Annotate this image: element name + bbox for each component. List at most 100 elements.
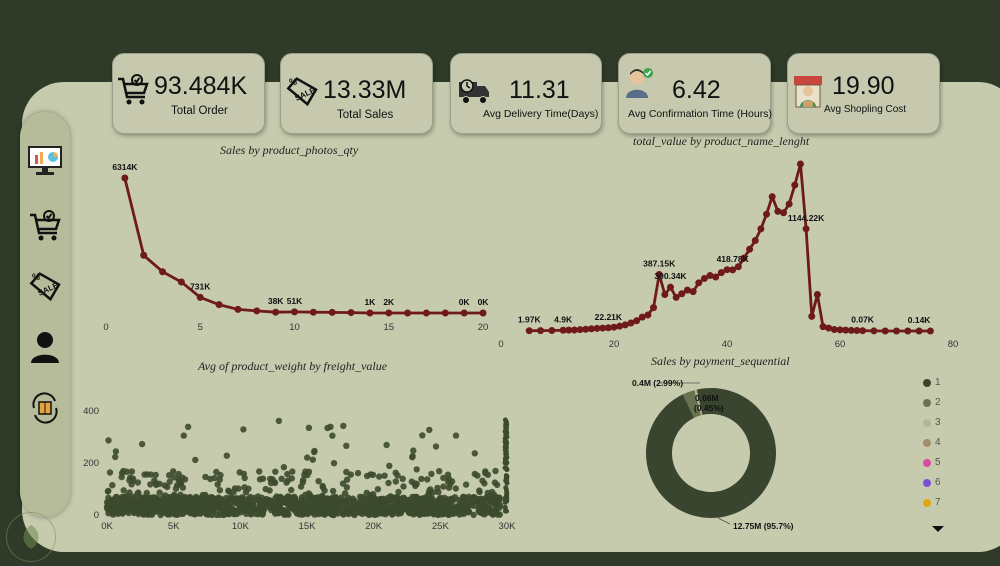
scatter-point <box>129 493 137 500</box>
data-point <box>291 308 298 316</box>
scatter-point <box>240 426 247 433</box>
scatter-point <box>385 504 392 511</box>
legend-swatch <box>923 438 931 447</box>
legend-item[interactable]: 4 <box>923 437 941 448</box>
weight-freight-scatter[interactable]: 0 200 400 0K 5K 10K 15K 20K 25K 30K <box>83 406 516 532</box>
data-point <box>757 225 765 233</box>
legend-scroll-down-icon[interactable] <box>931 525 945 533</box>
scatter-point <box>309 503 316 510</box>
data-point <box>904 327 912 335</box>
scatter-point <box>373 509 381 516</box>
data-point <box>272 308 280 316</box>
scatter-point <box>370 494 377 502</box>
data-point <box>740 254 748 262</box>
data-point <box>570 326 578 334</box>
photos-line-chart[interactable]: 6314K 731K 38K 51K 1K 2K 0K 0K 0 5 10 15 20 <box>103 162 489 333</box>
legend-item[interactable]: 1 <box>923 377 941 388</box>
data-point <box>672 293 680 301</box>
scatter-point <box>114 510 122 518</box>
scatter-point <box>170 468 177 475</box>
data-point <box>460 309 468 317</box>
legend-item[interactable]: 2 <box>923 397 941 408</box>
slice-label: 12.75M (95.7%) <box>733 521 794 531</box>
scatter-point <box>255 497 262 504</box>
data-point <box>706 272 714 280</box>
data-point <box>548 326 556 334</box>
scatter-point <box>297 483 305 490</box>
scatter-point <box>426 494 433 502</box>
legend-item[interactable]: 3 <box>923 417 941 428</box>
scatter-point <box>419 497 426 505</box>
scatter-point <box>435 488 442 496</box>
data-point <box>667 283 674 291</box>
name-length-line-chart[interactable]: 1.97K 4.9K 22.21K 387.15K 300.34K 418.78K 1144… <box>498 160 958 351</box>
y-tick-label: 200 <box>83 458 99 469</box>
data-point <box>479 309 487 317</box>
payment-donut-chart[interactable]: 0.4M (2.99%) 0.06M(0.45%) 12.75M (95.7%) <box>632 378 794 531</box>
scatter-point <box>426 426 433 434</box>
data-point <box>791 181 799 189</box>
scatter-point <box>215 494 222 501</box>
scatter-point <box>391 508 398 516</box>
scatter-point <box>491 499 498 506</box>
dashboard-panel <box>22 82 1000 552</box>
data-label: 4.9K <box>554 314 573 324</box>
data-point <box>830 326 838 334</box>
scatter-point <box>414 496 421 503</box>
scatter-point <box>289 468 296 475</box>
scatter-point <box>496 496 503 503</box>
scatter-point <box>399 475 406 482</box>
scatter-point <box>418 475 425 483</box>
scatter-point <box>463 502 470 509</box>
scatter-point <box>145 494 153 501</box>
scatter-point <box>327 504 334 512</box>
legend-item[interactable]: 7 <box>923 497 941 508</box>
sale-tag-icon: SALE % <box>286 77 318 107</box>
scatter-point <box>288 486 295 494</box>
data-point <box>870 327 878 335</box>
scatter-point <box>464 507 471 514</box>
scatter-point <box>192 456 199 464</box>
sale-tag-icon[interactable]: SALE % <box>20 264 70 308</box>
scatter-point <box>504 478 510 484</box>
data-label: 0.07K <box>851 315 875 325</box>
scatter-point <box>470 511 477 519</box>
data-label: 1.97K <box>518 315 542 325</box>
scatter-point <box>324 424 331 432</box>
data-point <box>638 313 646 321</box>
data-point <box>717 269 725 277</box>
scatter-point <box>427 509 434 516</box>
scatter-point <box>319 484 327 491</box>
scatter-point <box>409 453 416 460</box>
x-tick-label: 20 <box>478 322 489 333</box>
data-point <box>847 326 855 334</box>
scatter-point <box>311 447 318 455</box>
data-point <box>404 309 412 317</box>
scatter-point <box>347 471 354 478</box>
cart-icon[interactable] <box>20 204 70 248</box>
scatter-point <box>408 500 415 507</box>
legend-item[interactable]: 6 <box>923 477 941 488</box>
dashboard-monitor-icon[interactable] <box>20 139 70 183</box>
x-tick-label: 15K <box>299 521 317 532</box>
scatter-point <box>305 424 313 431</box>
data-point <box>616 322 624 330</box>
scatter-point <box>340 422 347 430</box>
scatter-point <box>503 419 509 425</box>
scatter-point <box>245 507 252 514</box>
scatter-point <box>242 489 250 496</box>
scatter-point <box>357 501 364 508</box>
scatter-point <box>474 472 481 479</box>
sidebar: SALE % <box>20 112 70 517</box>
scatter-point <box>143 508 150 515</box>
legend-item[interactable]: 5 <box>923 457 941 468</box>
package-return-icon[interactable] <box>20 386 70 430</box>
scatter-point <box>236 469 243 476</box>
scatter-point <box>255 511 262 518</box>
scatter-point <box>200 500 208 507</box>
user-icon[interactable] <box>20 325 70 369</box>
kpi-value: 93.484K <box>154 72 248 100</box>
photos-chart-title: Sales by product_photos_qty <box>220 143 359 157</box>
scatter-point <box>164 494 171 502</box>
series-line <box>123 177 483 315</box>
